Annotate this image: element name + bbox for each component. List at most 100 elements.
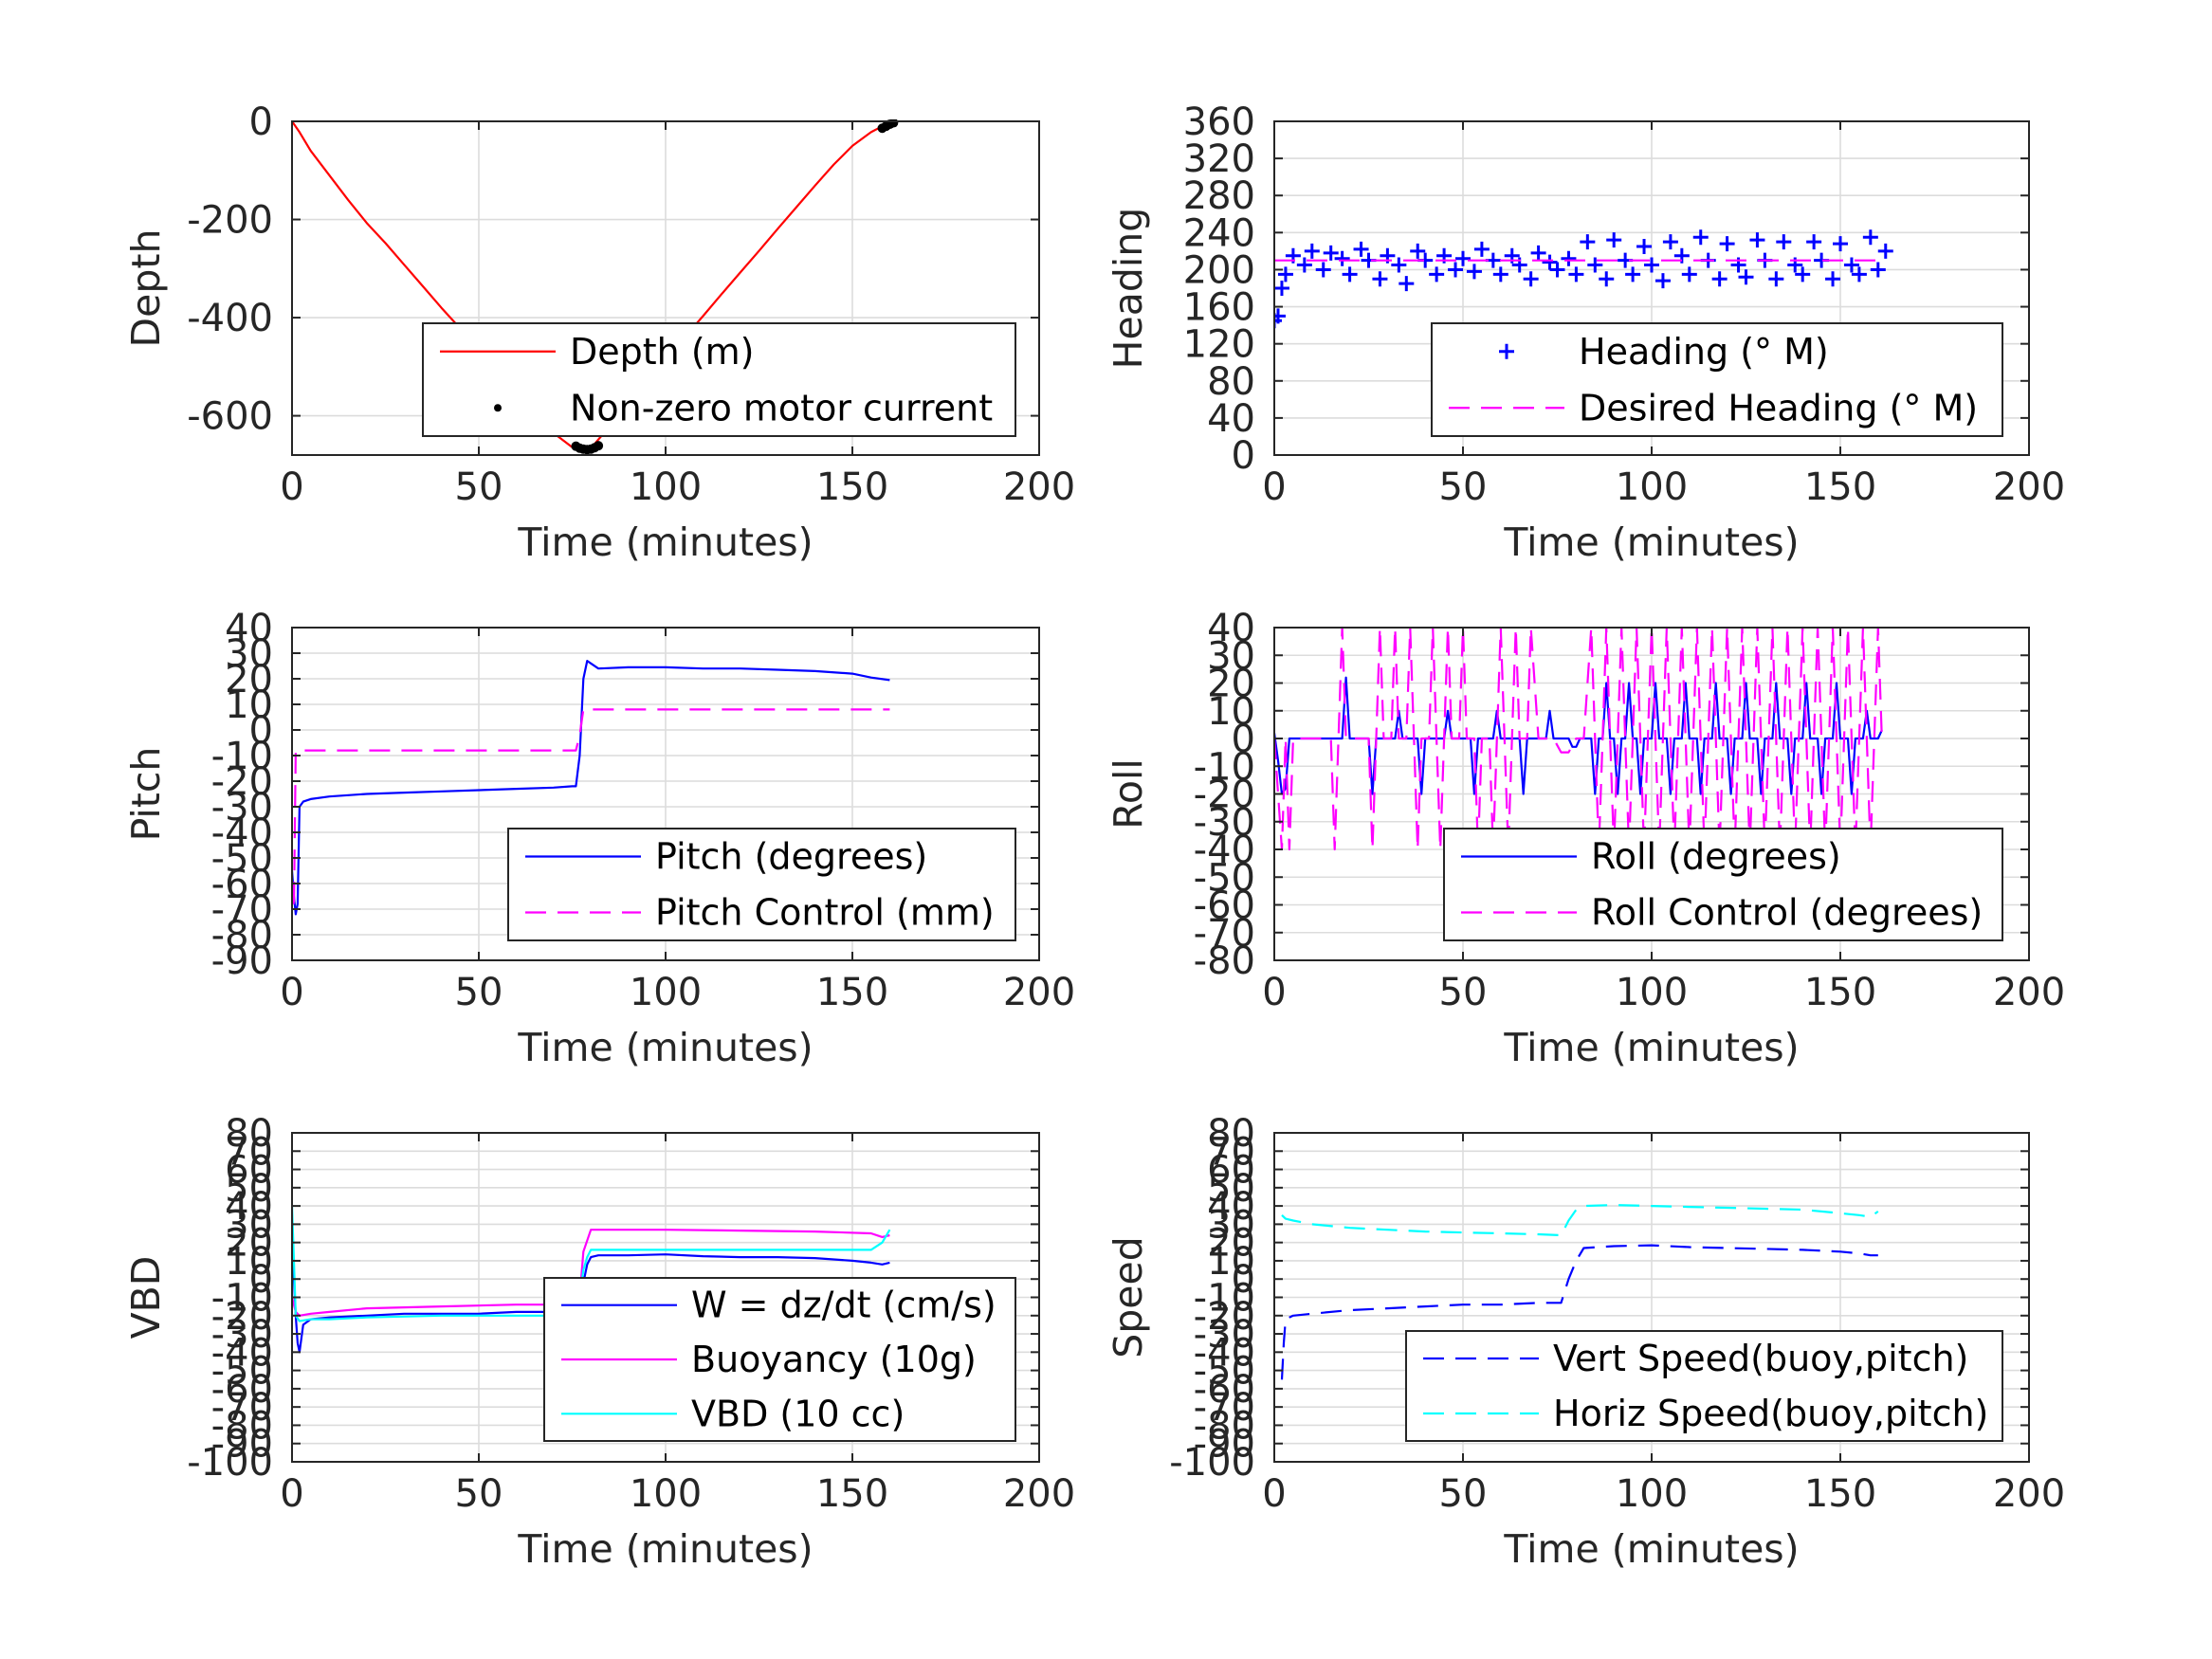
vbd-yaxis-label: VBD	[123, 1256, 169, 1340]
pitch-yaxis-label: Pitch	[123, 747, 169, 842]
pitch-ytick-label: -90	[211, 939, 273, 983]
vbd-ytick-label: 20	[225, 1222, 273, 1266]
heading-series-1-point	[1542, 254, 1558, 270]
speed-ytick-label: 40	[1207, 1185, 1255, 1229]
roll-ytick-label: -30	[1194, 801, 1255, 845]
heading-series-1-point	[1768, 271, 1784, 287]
heading-ytick-label: 160	[1183, 286, 1255, 330]
heading-series-1-point	[1429, 266, 1445, 283]
roll-xtick-label: 100	[1616, 971, 1688, 1014]
speed-series-2-line	[1281, 1203, 1879, 1237]
vbd-ytick-label: 30	[225, 1203, 273, 1247]
heading-ytick-label: 0	[1232, 434, 1255, 478]
vbd-ytick-label: -10	[211, 1277, 273, 1321]
speed-ytick-label: 70	[1207, 1130, 1255, 1174]
heading-xtick-label: 0	[1262, 465, 1286, 509]
vbd-ytick-label: -20	[211, 1295, 273, 1339]
heading-xtick-label: 150	[1804, 465, 1876, 509]
pitch-xtick-label: 50	[455, 971, 503, 1014]
heading-series-1-point	[1806, 234, 1822, 250]
depth-ytick-label: -200	[187, 199, 273, 243]
heading-ytick-label: 320	[1183, 137, 1255, 181]
vbd-ytick-label: -50	[211, 1350, 273, 1394]
roll-ytick-label: -60	[1194, 884, 1255, 928]
heading-series-1-point	[1644, 257, 1659, 273]
roll-ytick-label: -10	[1194, 745, 1255, 789]
roll-ytick-label: -20	[1194, 774, 1255, 817]
pitch-legend-box	[507, 828, 1016, 941]
vbd-ytick-label: -30	[211, 1313, 273, 1357]
heading-chart: 0 50 100 150 20004080120160200240280320360Ti…	[1106, 100, 2065, 565]
speed-ytick-label: -20	[1194, 1295, 1255, 1339]
vbd-ytick-label: -80	[211, 1404, 273, 1448]
vbd-ytick-label: -60	[211, 1368, 273, 1412]
speed-legend-label-1: Vert Speed(buoy,pitch)	[1553, 1338, 1968, 1379]
heading-series-1-point	[1410, 243, 1426, 259]
roll-ytick-label: 0	[1232, 718, 1255, 761]
heading-series-1-point	[1776, 234, 1792, 250]
vbd-ytick-label: 60	[225, 1149, 273, 1193]
depth-xtick-label: 100	[630, 465, 702, 509]
heading-xtick-label: 100	[1616, 465, 1688, 509]
speed-xaxis-label: Time (minutes)	[1503, 1526, 1799, 1572]
roll-ytick-label: 30	[1207, 634, 1255, 678]
heading-series-1-point	[1843, 257, 1859, 273]
heading-series-1-point	[1315, 262, 1331, 278]
heading-series-1-point	[1862, 229, 1878, 246]
depth-ytick-label: -400	[187, 297, 273, 340]
vbd-ytick-label: 0	[249, 1258, 273, 1302]
heading-legend: Heading (° M) Desired Heading (° M)	[1431, 322, 2003, 437]
roll-legend: Roll (degrees) Roll Control (degrees)	[1443, 828, 2003, 941]
pitch-ytick-label: -30	[211, 786, 273, 830]
heading-series-1-point	[1342, 266, 1358, 283]
vbd-legend: W = dz/dt (cm/s) Buoyancy (10g) VBD (10 cc…	[543, 1277, 1016, 1442]
vbd-xtick-label: 100	[630, 1472, 702, 1516]
speed-legend-box	[1405, 1330, 2003, 1442]
speed-ytick-label: -30	[1194, 1313, 1255, 1357]
roll-ytick-label: -70	[1194, 912, 1255, 956]
vbd-xtick-label: 150	[816, 1472, 888, 1516]
vbd-ytick-label: 50	[225, 1167, 273, 1211]
pitch-xtick-label: 0	[280, 971, 303, 1014]
pitch-ytick-label: 10	[225, 684, 273, 727]
pitch-ytick-label: -20	[211, 760, 273, 804]
heading-legend-label-2: Desired Heading (° M)	[1579, 387, 1978, 428]
depth-xaxis-label: Time (minutes)	[517, 520, 813, 565]
roll-legend-box	[1443, 828, 2003, 941]
vbd-xtick-label: 200	[1003, 1472, 1075, 1516]
heading-series-1-point	[1654, 273, 1671, 289]
heading-series-1-point	[1274, 281, 1289, 296]
heading-series-1-point	[1833, 236, 1848, 252]
heading-series-1-point	[1636, 239, 1653, 254]
heading-series-1-point	[1323, 245, 1339, 261]
depth-chart: 0 50 100 150 200 0 -200 -400 -600 Time (minutes) D…	[123, 100, 1075, 565]
heading-series-1-point	[1549, 262, 1565, 278]
speed-yaxis-label: Speed	[1106, 1236, 1151, 1358]
heading-series-1-point	[1711, 271, 1728, 287]
heading-series-1-point	[1296, 257, 1312, 273]
vbd-ytick-label: -90	[211, 1423, 273, 1467]
heading-ytick-label: 360	[1183, 100, 1255, 144]
speed-series-1-line	[1280, 1244, 1878, 1380]
heading-series-1-point	[1606, 232, 1622, 248]
vbd-legend-label-1: W = dz/dt (cm/s)	[691, 1285, 996, 1326]
heading-series-1-point	[1795, 266, 1811, 283]
heading-series-1-point	[1277, 266, 1293, 283]
pitch-xtick-label: 150	[816, 971, 888, 1014]
vbd-legend-label-2: Buoyancy (10g)	[691, 1339, 977, 1380]
pitch-series-1-line	[292, 659, 890, 916]
roll-ytick-label: -40	[1194, 829, 1255, 872]
vbd-ytick-label: -70	[211, 1386, 273, 1430]
heading-series-1-point	[1473, 241, 1490, 257]
depth-legend-label-1: Depth (m)	[570, 331, 755, 373]
roll-xtick-label: 150	[1804, 971, 1876, 1014]
heading-xtick-label: 50	[1439, 465, 1488, 509]
speed-chart: 0 50 100 150 200-100-90-80-70-60-50-40-30-20…	[1106, 1112, 2065, 1572]
speed-ytick-label: -90	[1194, 1423, 1255, 1467]
heading-series-1-point	[1466, 264, 1482, 280]
depth-yaxis-label: Depth	[123, 229, 169, 348]
depth-series-2-point	[594, 441, 604, 451]
vbd-ytick-label: -40	[211, 1331, 273, 1375]
heading-series-1-point	[1568, 266, 1584, 283]
heading-series-1-point	[1749, 232, 1765, 248]
